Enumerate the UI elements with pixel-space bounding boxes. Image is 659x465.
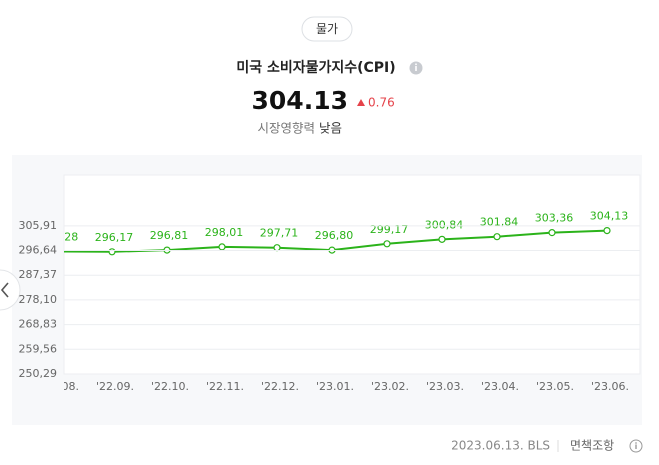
data-label: 299,17 (370, 223, 409, 236)
info-icon[interactable] (409, 61, 423, 75)
x-tick-label: '22.10. (151, 380, 189, 393)
y-tick-label: 296,64 (19, 244, 58, 257)
x-tick-label: '23.02. (371, 380, 409, 393)
data-label: 296,81 (150, 229, 189, 242)
title: 미국 소비자물가지수(CPI) (236, 60, 395, 76)
data-label: 300,84 (425, 218, 464, 231)
point (548, 229, 556, 237)
point (383, 240, 391, 248)
point (108, 248, 116, 256)
source: 2023.06.13. BLS (451, 439, 550, 453)
y-tick-label: 287,37 (19, 268, 58, 281)
x-tick-label: '23.06. (591, 380, 629, 393)
x-tick-label: '22.09. (96, 380, 134, 393)
prev-button[interactable] (0, 269, 21, 311)
plot-area (63, 174, 641, 375)
y-tick-label: 305,91 (19, 219, 58, 232)
y-tick-label: 268,83 (19, 318, 58, 331)
info-icon[interactable] (629, 439, 643, 453)
data-label: 296,80 (315, 229, 354, 242)
x-tick-label: '22.11. (206, 380, 244, 393)
tag[interactable]: 물가 (316, 22, 338, 36)
point (218, 243, 226, 251)
point (273, 244, 281, 252)
y-tick-label: 250,29 (19, 367, 58, 380)
data-label: 297,71 (260, 227, 299, 240)
y-tick-label: 259,56 (19, 342, 58, 355)
point (493, 233, 501, 241)
influence-level: 낮음 (319, 121, 342, 136)
data-label: 303,36 (535, 212, 574, 225)
x-tick-label: '23.03. (426, 380, 464, 393)
tag-pill[interactable] (301, 16, 353, 42)
point (438, 235, 446, 243)
x-tick-label: '23.05. (536, 380, 574, 393)
current-value: 304.13 (252, 86, 348, 115)
data-label: 304,13 (590, 210, 629, 223)
data-label: 296,17 (95, 231, 134, 244)
up-arrow (357, 99, 365, 106)
x-tick-label: '23.01. (316, 380, 354, 393)
data-label: 301,84 (480, 216, 519, 229)
disclaimer[interactable]: 면책조항 (570, 438, 614, 453)
change: 0.76 (368, 96, 395, 110)
data-label: 296,28 (40, 230, 79, 243)
y-tick-label: 278,10 (19, 293, 58, 306)
point (603, 226, 611, 235)
influence-label: 시장영향력 (257, 121, 315, 136)
x-tick-label: '22.12. (261, 380, 299, 393)
data-label: 298,01 (205, 226, 244, 239)
x-tick-label: '23.04. (481, 380, 519, 393)
x-tick-label: '22.08. (41, 380, 79, 393)
